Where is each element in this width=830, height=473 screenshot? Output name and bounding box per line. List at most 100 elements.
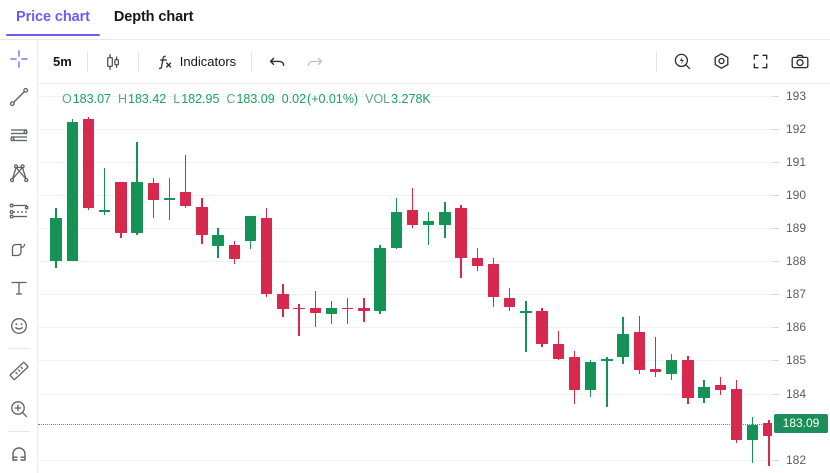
candle-body <box>617 334 629 358</box>
horizontal-lines-icon[interactable] <box>0 116 38 154</box>
candle-body <box>99 209 111 212</box>
redo-button[interactable] <box>296 47 334 77</box>
ohlc-open-value: 183.07 <box>72 92 111 106</box>
emoji-icon[interactable] <box>0 307 38 345</box>
ruler-icon[interactable] <box>0 352 38 390</box>
price-axis[interactable]: 193 192 191 190 189 188 187 186 185 184 182 183.09 <box>772 84 830 473</box>
candle-body <box>406 209 419 225</box>
candle-wick <box>411 188 414 228</box>
undo-button[interactable] <box>258 47 296 77</box>
candle-body <box>325 307 338 315</box>
candle-wick <box>768 420 770 467</box>
grid-line <box>38 228 772 229</box>
magnet-icon[interactable] <box>0 435 38 473</box>
axis-tick-dash <box>772 294 779 296</box>
candle-body <box>666 360 678 374</box>
candle-body <box>131 181 143 233</box>
axis-tick-dash <box>772 360 779 362</box>
candle-wick <box>606 357 608 407</box>
crosshair-icon[interactable] <box>0 40 38 78</box>
ohlc-low-key: L <box>173 92 181 106</box>
tab-depth-chart[interactable]: Depth chart <box>113 9 194 25</box>
candle-body <box>423 221 435 225</box>
tab-price-chart[interactable]: Price chart <box>4 0 102 36</box>
axis-tick-label: 182 <box>786 452 807 467</box>
candle-body <box>536 310 548 344</box>
pattern-projection-icon[interactable] <box>0 192 38 230</box>
axis-tick-dash <box>772 161 779 163</box>
chart-canvas-area[interactable]: O183.07 H183.42 L182.95 C183.09 0.02(+0.01%)… <box>38 84 830 473</box>
magnet-alert-icon <box>672 51 693 72</box>
brush-icon[interactable] <box>0 230 38 268</box>
candle-body <box>163 198 176 200</box>
candle-body <box>439 211 451 225</box>
candle-body <box>147 183 159 200</box>
rail-divider-1 <box>7 347 30 349</box>
candle-body <box>196 206 208 235</box>
grid-line <box>38 128 772 130</box>
axis-tick-dash <box>772 261 779 263</box>
grid-line <box>38 327 772 329</box>
ohlc-volume-value: 3.278K <box>391 92 431 106</box>
axis-tick-label: 186 <box>786 320 807 335</box>
axis-tick-label: 188 <box>786 254 807 269</box>
candle-body <box>763 423 772 437</box>
axis-tick-label: 187 <box>786 287 807 302</box>
chart-type-button[interactable] <box>94 47 132 77</box>
settings-gear-icon <box>711 51 732 72</box>
candle-body <box>747 425 759 440</box>
grid-line <box>38 194 772 196</box>
interval-selector[interactable]: 5m <box>44 47 81 77</box>
interval-label: 5m <box>53 54 72 69</box>
candle-body <box>633 332 645 371</box>
ohlc-close-value: 183.09 <box>236 92 275 106</box>
alert-button[interactable] <box>663 47 702 77</box>
candle-body <box>455 208 467 258</box>
grid-line <box>38 161 772 163</box>
axis-tick-dash <box>772 128 779 130</box>
grid-line <box>38 95 772 97</box>
ohlc-high-value: 183.42 <box>128 92 167 106</box>
axis-tick-label: 191 <box>786 154 807 169</box>
candle-body <box>390 211 402 248</box>
candle-body <box>50 218 62 262</box>
zoom-in-icon[interactable] <box>0 390 38 428</box>
candle-body <box>293 307 305 310</box>
candle-body <box>504 297 516 308</box>
axis-tick-dash <box>772 393 779 395</box>
ohlc-close-key: C <box>226 92 236 106</box>
candle-body <box>714 385 726 391</box>
indicators-label: Indicators <box>179 54 237 69</box>
axis-tick-dash <box>772 228 779 229</box>
fullscreen-button[interactable] <box>741 47 780 77</box>
trend-line-icon[interactable] <box>0 78 38 116</box>
rail-divider-2 <box>7 430 30 432</box>
candle-body <box>342 307 354 310</box>
candle-body <box>228 244 240 260</box>
candle-wick <box>346 297 349 324</box>
candle-body <box>244 216 257 242</box>
text-tool-icon[interactable] <box>0 269 38 307</box>
candle-body <box>698 386 710 399</box>
ohlc-low-value: 182.95 <box>181 92 220 106</box>
settings-button[interactable] <box>702 47 741 77</box>
snapshot-button[interactable] <box>780 47 820 77</box>
candle-body <box>552 343 564 359</box>
ohlc-change: 0.02 <box>281 92 307 106</box>
ohlc-volume-key: VOL <box>365 92 391 106</box>
pitchfork-icon[interactable] <box>0 154 38 192</box>
toolbar-divider-2 <box>137 51 139 72</box>
candle-body <box>180 191 192 207</box>
axis-tick-label: 185 <box>786 353 807 368</box>
toolbar-divider-4 <box>656 51 657 72</box>
axis-tick-dash <box>772 95 779 97</box>
candle-body <box>585 362 597 391</box>
candle-body <box>261 218 273 295</box>
toolbar-divider-1 <box>86 51 88 72</box>
axis-tick-dash <box>772 327 779 329</box>
candle-body <box>82 118 95 209</box>
indicators-button[interactable]: Indicators <box>145 47 245 77</box>
candlestick-plot[interactable] <box>38 84 772 473</box>
drawing-tools-sidebar <box>0 40 38 473</box>
